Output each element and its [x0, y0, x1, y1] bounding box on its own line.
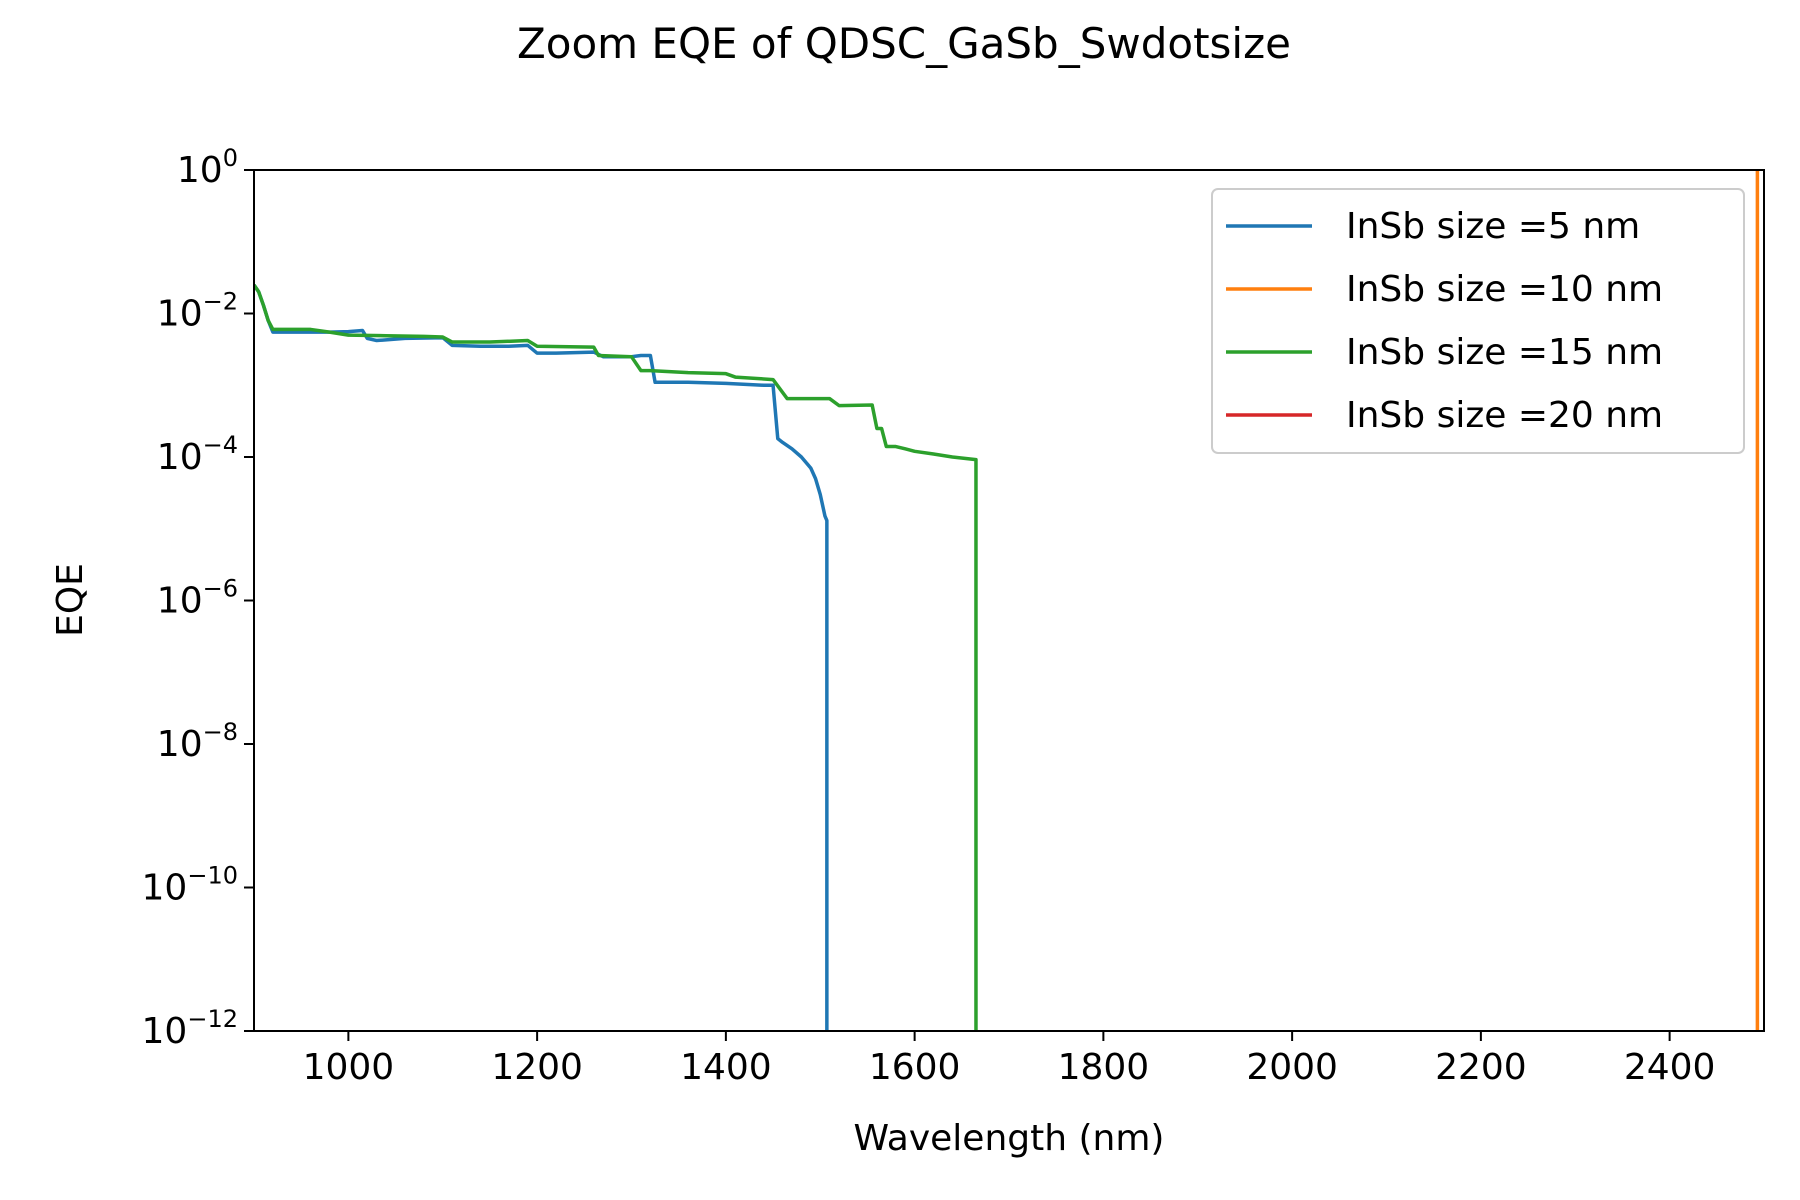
legend-label-2: InSb size =10 nm [1346, 269, 1663, 310]
y-tick-label: 10−10 [142, 862, 238, 909]
x-axis-ticks: 1000 1200 1400 1600 1800 2000 2200 2400 [303, 1031, 1716, 1088]
y-axis-ticks: 100 10−2 10−4 10−6 10−8 10−10 10−12 [142, 144, 254, 1052]
legend-box [1211, 188, 1745, 454]
x-tick-label: 1000 [303, 1047, 395, 1088]
legend: InSb size =5 nm InSb size =10 nm InSb size… [1211, 188, 1745, 454]
y-tick-label: 10−8 [157, 718, 238, 765]
x-tick-label: 1600 [869, 1047, 961, 1088]
x-tick-label: 1400 [680, 1047, 772, 1088]
y-tick-label: 10−4 [157, 431, 238, 478]
y-tick-label: 10−2 [157, 288, 238, 335]
legend-label-1: InSb size =5 nm [1346, 206, 1640, 247]
legend-label-4: InSb size =20 nm [1346, 395, 1663, 436]
legend-label-3: InSb size =15 nm [1346, 332, 1663, 373]
x-tick-label: 2400 [1624, 1047, 1716, 1088]
y-tick-label: 10−6 [157, 575, 238, 622]
y-tick-label: 10−12 [142, 1005, 238, 1052]
y-axis-label: EQE [50, 563, 91, 637]
chart-title: Zoom EQE of QDSC_GaSb_Swdotsize [517, 19, 1291, 68]
x-tick-label: 1800 [1058, 1047, 1150, 1088]
series-layer [254, 170, 1760, 1031]
x-tick-label: 1200 [491, 1047, 583, 1088]
x-tick-label: 2000 [1246, 1047, 1338, 1088]
x-tick-label: 2200 [1435, 1047, 1527, 1088]
series-line-3 [254, 283, 978, 1031]
legend-entries: InSb size =5 nm InSb size =10 nm InSb size… [1226, 206, 1663, 436]
x-axis-label: Wavelength (nm) [854, 1118, 1165, 1159]
y-tick-label: 100 [177, 144, 238, 191]
